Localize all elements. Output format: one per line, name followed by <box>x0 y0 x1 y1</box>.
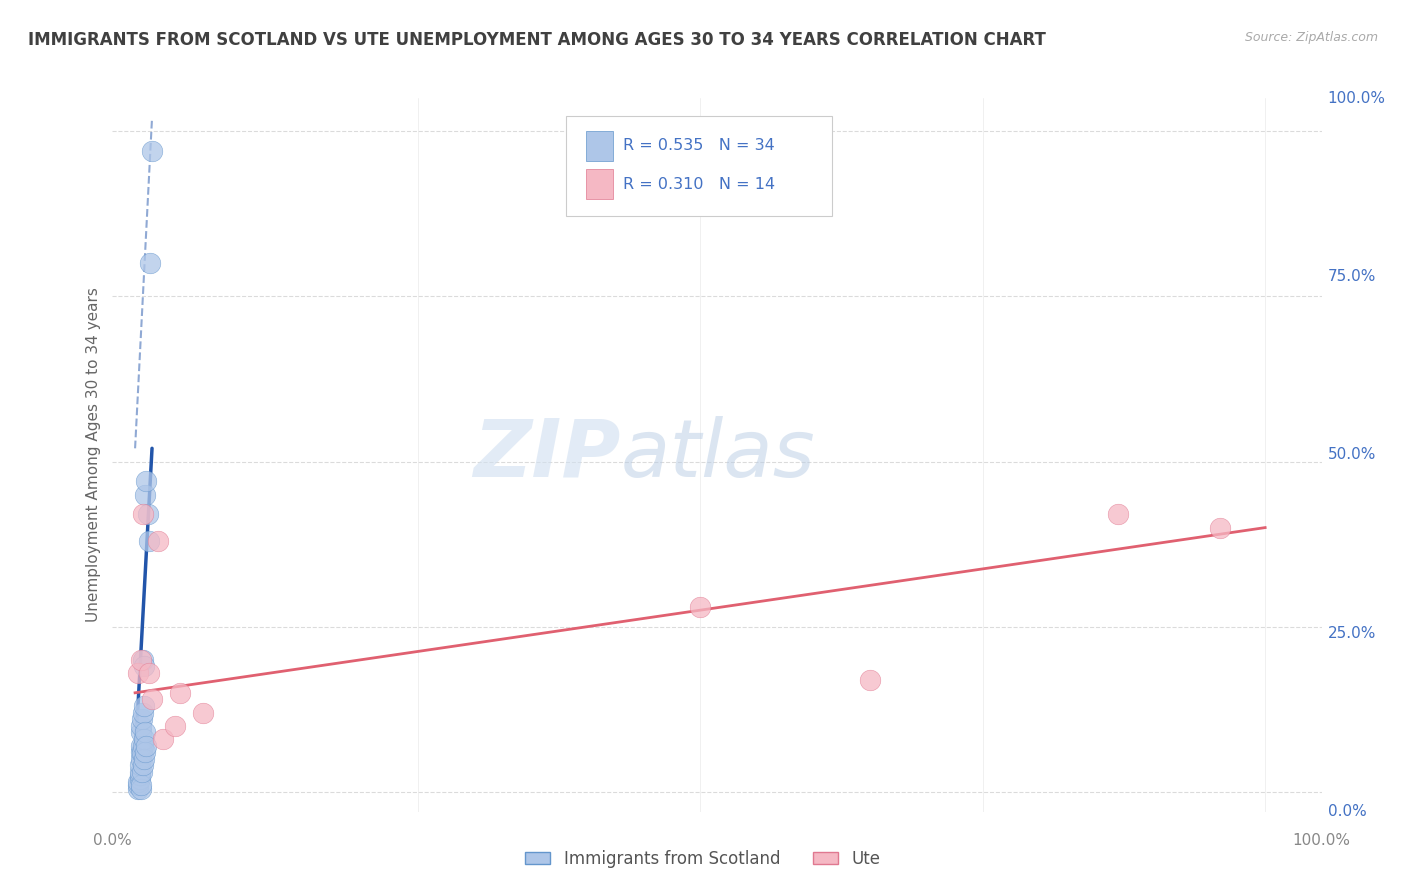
Text: 0.0%: 0.0% <box>1327 805 1367 819</box>
Point <box>129 745 152 759</box>
Text: 75.0%: 75.0% <box>1327 269 1376 284</box>
Bar <box>586 169 613 200</box>
Point <box>135 739 157 753</box>
Point <box>146 533 169 548</box>
Point <box>1209 520 1232 534</box>
Point <box>132 758 155 772</box>
Point <box>169 686 191 700</box>
Point <box>131 712 153 726</box>
Text: 100.0%: 100.0% <box>1292 833 1351 848</box>
Text: 50.0%: 50.0% <box>1327 448 1376 462</box>
Point <box>127 775 149 789</box>
Text: IMMIGRANTS FROM SCOTLAND VS UTE UNEMPLOYMENT AMONG AGES 30 TO 34 YEARS CORRELATI: IMMIGRANTS FROM SCOTLAND VS UTE UNEMPLOY… <box>28 31 1046 49</box>
Text: 100.0%: 100.0% <box>1327 91 1386 105</box>
Point <box>129 653 152 667</box>
Point <box>141 692 163 706</box>
Point <box>129 725 152 739</box>
Point <box>689 599 711 614</box>
Point <box>128 768 150 782</box>
Point <box>128 765 150 780</box>
Point <box>131 745 153 759</box>
Point <box>134 487 156 501</box>
Text: R = 0.310   N = 14: R = 0.310 N = 14 <box>623 177 775 192</box>
Point <box>152 732 174 747</box>
Text: 25.0%: 25.0% <box>1327 626 1376 640</box>
Point <box>859 673 882 687</box>
Point <box>1107 508 1129 522</box>
Point <box>135 475 157 489</box>
Point <box>134 698 156 713</box>
Text: ZIP: ZIP <box>472 416 620 494</box>
Point <box>141 144 163 158</box>
Point <box>132 653 155 667</box>
Point <box>129 719 152 733</box>
Text: Source: ZipAtlas.com: Source: ZipAtlas.com <box>1244 31 1378 45</box>
Point <box>127 781 149 796</box>
Point <box>128 772 150 786</box>
Point <box>163 719 186 733</box>
Point <box>191 706 214 720</box>
Point <box>134 732 156 747</box>
Point <box>129 781 152 796</box>
Point <box>129 778 152 792</box>
Point <box>136 508 159 522</box>
Point <box>134 752 156 766</box>
Point <box>127 778 149 792</box>
Legend: Immigrants from Scotland, Ute: Immigrants from Scotland, Ute <box>519 844 887 875</box>
Point <box>134 659 156 673</box>
Text: 0.0%: 0.0% <box>93 833 132 848</box>
Point <box>128 758 150 772</box>
Text: R = 0.535   N = 34: R = 0.535 N = 34 <box>623 138 775 153</box>
Text: atlas: atlas <box>620 416 815 494</box>
Point <box>131 765 153 780</box>
Point <box>132 706 155 720</box>
Point <box>138 665 160 680</box>
FancyBboxPatch shape <box>565 116 832 216</box>
Point <box>132 508 155 522</box>
Point <box>138 533 160 548</box>
Point <box>134 745 156 759</box>
Point <box>132 739 155 753</box>
Point <box>134 725 156 739</box>
Point <box>127 665 149 680</box>
Point <box>129 752 152 766</box>
Y-axis label: Unemployment Among Ages 30 to 34 years: Unemployment Among Ages 30 to 34 years <box>86 287 101 623</box>
Bar <box>586 131 613 161</box>
Point <box>129 739 152 753</box>
Point <box>139 256 162 270</box>
